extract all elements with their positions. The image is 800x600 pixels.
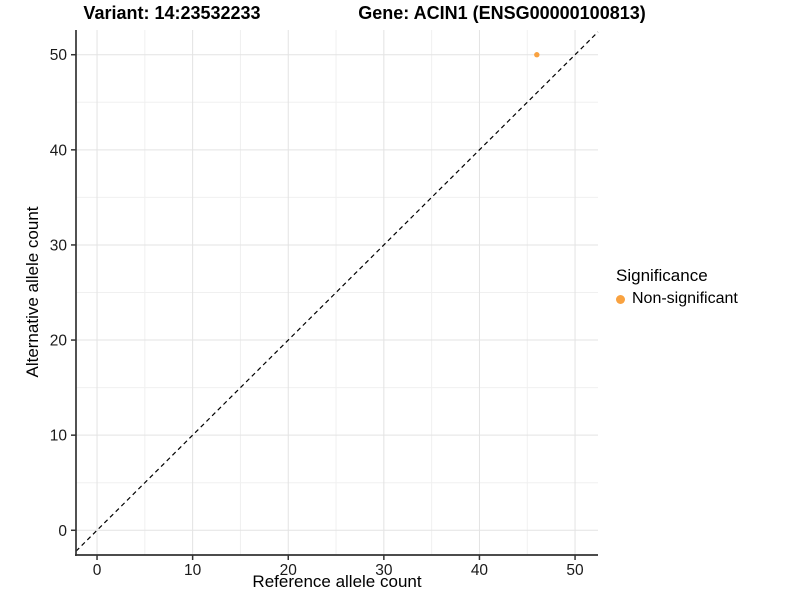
y-tick-label: 40 xyxy=(50,142,68,159)
y-tick-label: 30 xyxy=(50,237,68,254)
y-axis-title: Alternative allele count xyxy=(23,206,42,378)
x-tick-label: 20 xyxy=(280,562,298,579)
y-tick-label: 0 xyxy=(58,523,67,540)
legend-point-icon xyxy=(616,294,625,304)
y-tick-label: 20 xyxy=(50,333,68,350)
x-tick-label: 0 xyxy=(93,562,102,579)
x-tick-label: 30 xyxy=(375,562,393,579)
x-axis-title: Reference allele count xyxy=(252,572,422,591)
x-tick-label: 40 xyxy=(471,562,489,579)
x-tick-label: 50 xyxy=(566,562,584,579)
plot-title-variant: Variant: 14:23532233 xyxy=(83,3,261,23)
legend-title: Significance xyxy=(616,266,708,285)
legend: Significance Non-significant xyxy=(616,265,738,308)
legend-item-label: Non-significant xyxy=(632,290,738,308)
y-tick-label: 10 xyxy=(50,428,68,445)
legend-item-non-significant: Non-significant xyxy=(616,290,738,308)
y-tick-label: 50 xyxy=(50,47,68,64)
x-tick-label: 10 xyxy=(184,562,202,579)
identity-reference-line xyxy=(75,31,599,552)
data-point xyxy=(534,52,540,58)
plot-title-gene: Gene: ACIN1 (ENSG00000100813) xyxy=(358,3,646,23)
